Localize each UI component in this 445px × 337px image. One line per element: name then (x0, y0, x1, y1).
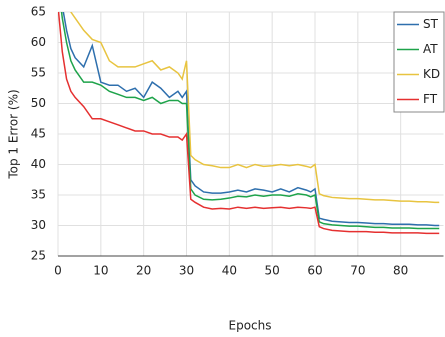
legend-label: ST (423, 17, 439, 31)
y-tick-label: 25 (31, 249, 46, 263)
x-tick-label: 60 (307, 264, 322, 278)
x-tick-label: 50 (265, 264, 280, 278)
legend-label: AT (423, 42, 438, 56)
series-line (60, 12, 440, 230)
y-axis-label: Top 1 Error (%) (7, 89, 21, 179)
x-tick-label: 70 (350, 264, 365, 278)
x-tick-label: 80 (393, 264, 408, 278)
y-tick-label: 45 (31, 127, 46, 141)
y-tick-label: 30 (31, 218, 46, 232)
y-tick-label: 55 (31, 66, 46, 80)
y-tick-label: 50 (31, 96, 46, 110)
x-axis-label: Epochs (229, 319, 272, 333)
legend-label: KD (423, 67, 440, 81)
y-tick-label: 35 (31, 188, 46, 202)
x-tick-label: 40 (222, 264, 237, 278)
x-tick-label: 20 (136, 264, 151, 278)
legend-label: FT (423, 92, 438, 106)
series-line (70, 12, 440, 204)
x-tick-label: 10 (93, 264, 108, 278)
x-tick-label: 30 (179, 264, 194, 278)
y-tick-label: 60 (31, 35, 46, 49)
series-line (58, 12, 440, 235)
y-tick-label: 40 (31, 157, 46, 171)
y-tick-label: 65 (31, 5, 46, 19)
legend-box (393, 11, 445, 113)
plot-area (58, 12, 440, 235)
x-tick-label: 0 (54, 264, 62, 278)
series-line (62, 12, 440, 227)
